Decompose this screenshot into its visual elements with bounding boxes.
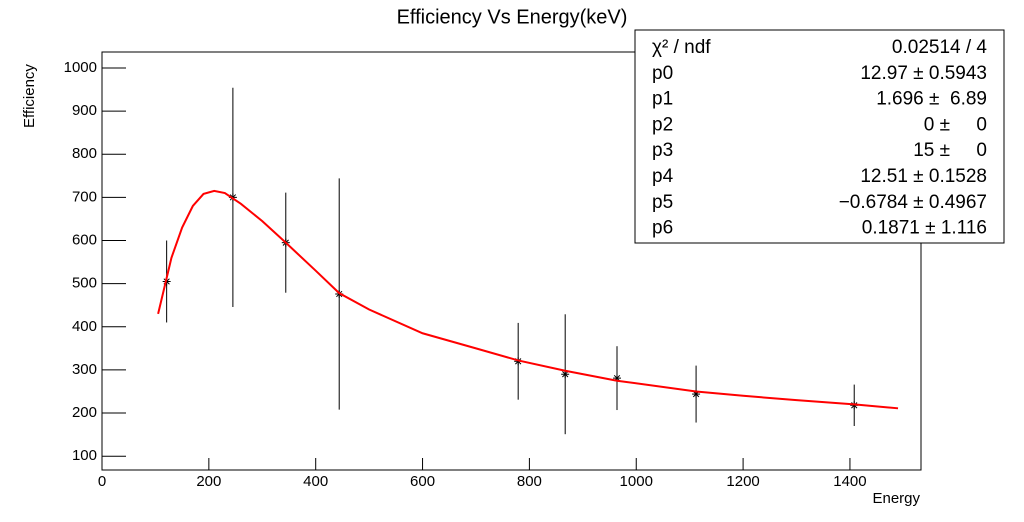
stats-value: 15 ± 0: [913, 140, 987, 161]
x-tick-label: 0: [98, 473, 106, 490]
y-axis-label: Efficiency: [21, 64, 38, 128]
y-tick-label: 700: [72, 188, 97, 205]
x-tick-label: 1000: [620, 473, 653, 490]
x-tick-label: 600: [410, 473, 435, 490]
stats-value: 0 ± 0: [924, 114, 987, 135]
x-tick-label: 200: [196, 473, 221, 490]
y-tick-label: 200: [72, 404, 97, 421]
y-tick-label: 300: [72, 361, 97, 378]
y-tick-label: 400: [72, 318, 97, 335]
fit-curve: [157, 189, 899, 410]
stats-label: p4: [652, 166, 674, 187]
stats-value: −0.6784 ± 0.4967: [839, 192, 987, 213]
stats-label: p1: [652, 89, 673, 110]
stats-label: p0: [652, 63, 673, 84]
stats-label: p2: [652, 114, 673, 135]
y-tick-label: 100: [72, 447, 97, 464]
y-tick-label: 800: [72, 145, 97, 162]
y-tick-label: 1000: [64, 59, 97, 76]
marker-stroke: [562, 371, 569, 378]
y-tick-label: 500: [72, 275, 97, 292]
x-tick-label: 800: [517, 473, 542, 490]
stats-value: 12.51 ± 0.1528: [860, 166, 987, 187]
stats-box: [634, 29, 1005, 244]
chart-title: Efficiency Vs Energy(keV): [397, 6, 628, 28]
x-tick-label: 1200: [726, 473, 759, 490]
plot-frame: [101, 51, 922, 471]
stats-value: 0.1871 ± 1.116: [862, 218, 987, 239]
stats-label: p5: [652, 192, 673, 213]
y-tick-label: 900: [72, 102, 97, 119]
stats-label: p3: [652, 140, 673, 161]
x-tick-label: 1400: [833, 473, 866, 490]
stats-value: 1.696 ± 6.89: [876, 89, 987, 110]
stats-label: p6: [652, 218, 673, 239]
y-tick-label: 600: [72, 231, 97, 248]
stats-label: χ² / ndf: [652, 37, 711, 58]
stats-value: 0.02514 / 4: [892, 37, 988, 58]
x-axis-label: Energy: [872, 490, 920, 507]
x-tick-label: 400: [303, 473, 328, 490]
stats-value: 12.97 ± 0.5943: [860, 63, 987, 84]
